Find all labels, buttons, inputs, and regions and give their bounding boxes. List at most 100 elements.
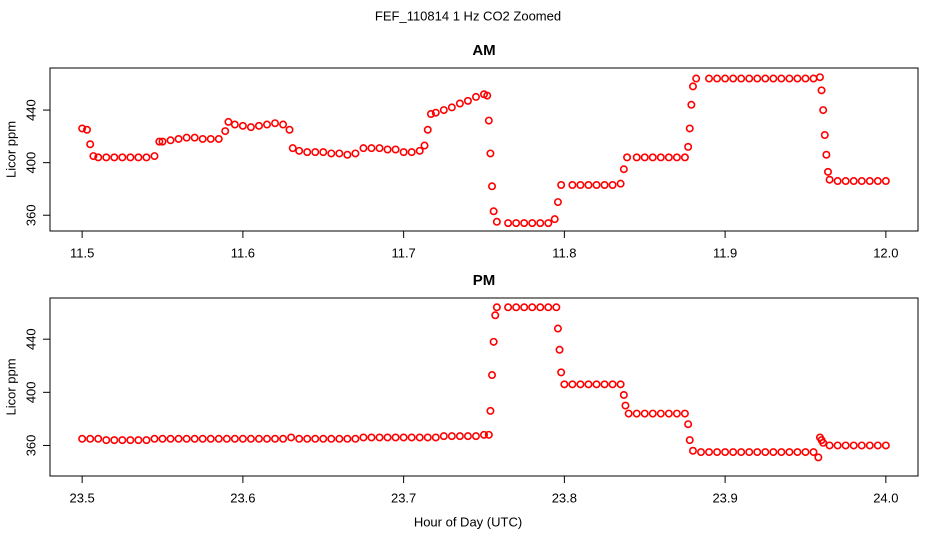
data-point (479, 430, 488, 439)
data-point (134, 153, 143, 162)
data-point (166, 136, 175, 145)
data-point (632, 153, 641, 162)
x-tick-label: 23.8 (552, 490, 577, 505)
data-point (288, 144, 297, 153)
data-point (553, 198, 562, 207)
data-point (367, 144, 376, 153)
data-point (375, 433, 384, 442)
data-point (584, 180, 593, 189)
data-point (841, 177, 850, 186)
data-point (619, 165, 628, 174)
data-point (536, 219, 545, 228)
data-point (815, 73, 824, 82)
data-point (455, 99, 464, 108)
data-point (737, 448, 746, 457)
data-point (343, 150, 352, 159)
data-point (439, 432, 448, 441)
data-point (483, 91, 492, 100)
data-point (359, 144, 368, 153)
data-point (825, 441, 834, 450)
data-point (857, 441, 866, 450)
data-point (415, 433, 424, 442)
data-point (745, 448, 754, 457)
data-point (865, 177, 874, 186)
data-point (820, 131, 829, 140)
data-point (182, 434, 191, 443)
data-point (367, 433, 376, 442)
data-point (423, 125, 432, 134)
data-point (504, 219, 513, 228)
data-point (544, 303, 553, 312)
data-point (737, 74, 746, 83)
data-point (359, 433, 368, 442)
x-tick-label: 11.8 (552, 245, 576, 260)
data-point (520, 303, 529, 312)
data-point (680, 153, 689, 162)
data-point (777, 74, 786, 83)
data-point (640, 409, 649, 418)
data-point (155, 137, 164, 146)
data-point (555, 345, 564, 354)
x-tick-label: 11.9 (713, 245, 737, 260)
data-point (684, 142, 693, 151)
data-point (110, 436, 119, 445)
data-point (407, 433, 416, 442)
data-point (351, 434, 360, 443)
data-point (664, 153, 673, 162)
data-point (640, 153, 649, 162)
data-point (857, 177, 866, 186)
data-point (801, 448, 810, 457)
data-point (262, 120, 271, 129)
plot-box (49, 67, 919, 232)
data-point (78, 124, 87, 133)
data-point (492, 217, 501, 226)
data-point (407, 148, 416, 157)
data-point (512, 303, 521, 312)
x-tick-label: 23.5 (69, 490, 94, 505)
x-axis-label: Hour of Day (UTC) (414, 514, 522, 529)
data-point (745, 74, 754, 83)
data-point (785, 448, 794, 457)
data-point (399, 148, 408, 157)
data-point (785, 74, 794, 83)
data-point (512, 219, 521, 228)
x-tick-label: 12.0 (873, 245, 898, 260)
data-point (246, 434, 255, 443)
data-point (600, 380, 609, 389)
data-point (158, 137, 167, 146)
data-point (833, 441, 842, 450)
data-point (729, 74, 738, 83)
data-point (126, 153, 135, 162)
data-point (621, 401, 630, 410)
data-point (491, 311, 500, 320)
data-point (198, 134, 207, 143)
data-point (126, 436, 135, 445)
panel-title: AM (472, 42, 495, 59)
data-point (287, 433, 296, 442)
x-tick-label: 23.7 (391, 490, 416, 505)
data-point (271, 434, 280, 443)
data-point (672, 409, 681, 418)
data-point (439, 106, 448, 115)
data-point (327, 434, 336, 443)
data-point (463, 432, 472, 441)
data-point (576, 180, 585, 189)
data-point (560, 380, 569, 389)
data-point (166, 434, 175, 443)
data-point (94, 153, 103, 162)
data-point (335, 149, 344, 158)
data-point (102, 436, 111, 445)
data-point (246, 123, 255, 132)
data-point (279, 120, 288, 129)
data-point (761, 448, 770, 457)
data-point (616, 380, 625, 389)
data-point (471, 92, 480, 101)
data-point (319, 148, 328, 157)
data-point (327, 149, 336, 158)
data-point (254, 434, 263, 443)
data-point (873, 177, 882, 186)
data-point (753, 74, 762, 83)
data-point (295, 146, 304, 155)
data-point (420, 141, 429, 150)
data-point (198, 434, 207, 443)
